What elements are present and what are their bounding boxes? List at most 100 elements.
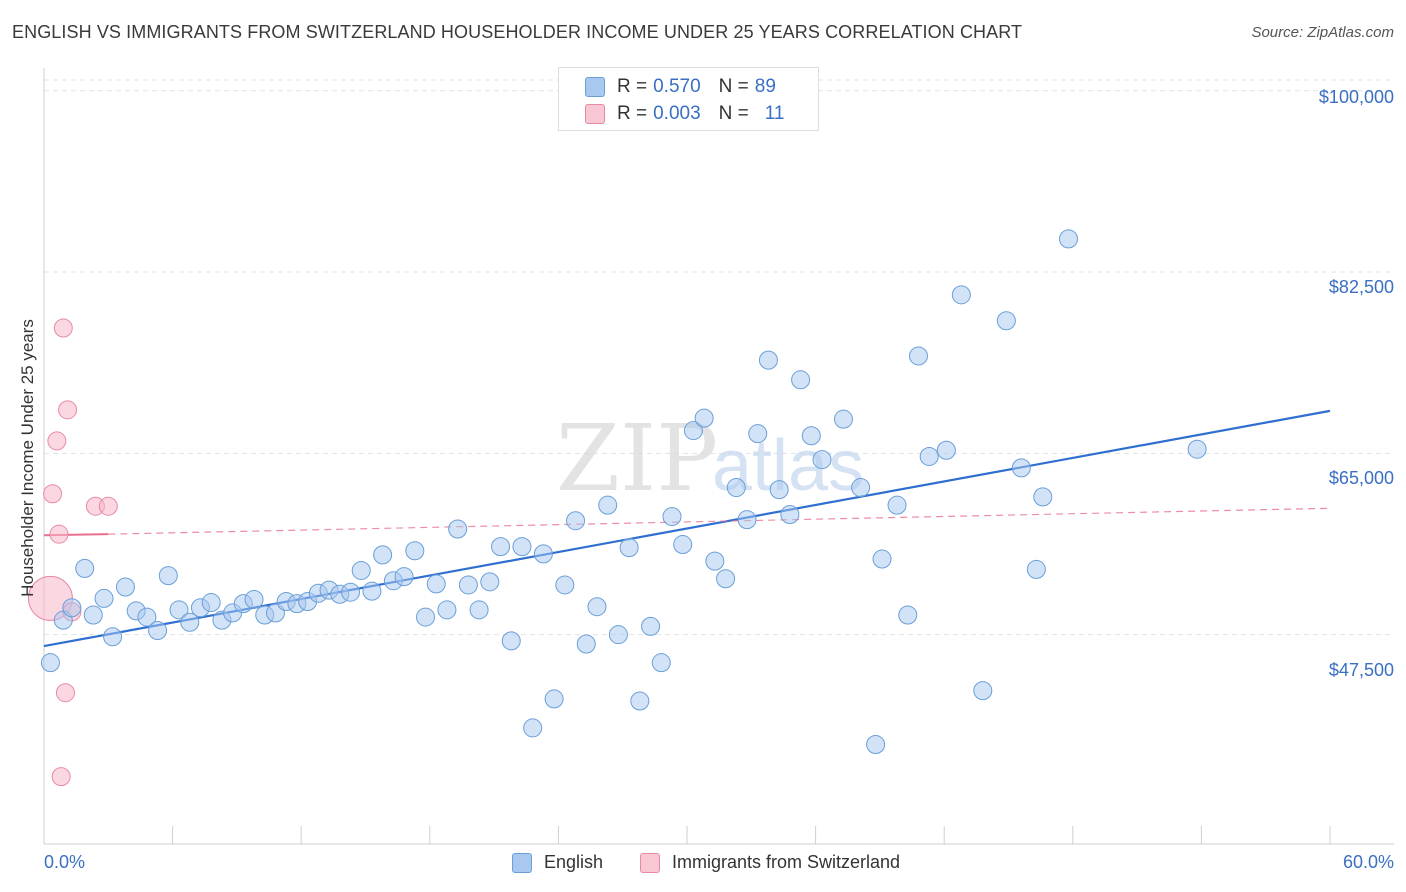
point-english	[405, 541, 425, 561]
legend-swatch-pink	[585, 104, 605, 124]
point-english	[137, 607, 157, 627]
point-english	[201, 593, 221, 613]
point-switzerland	[55, 683, 75, 703]
point-english	[801, 426, 821, 446]
point-english	[362, 581, 382, 601]
legend-row-english: R = 0.570 N = 89	[585, 75, 776, 99]
point-switzerland	[47, 431, 67, 451]
grid-lines	[44, 79, 1394, 636]
point-english	[244, 589, 264, 609]
point-english	[1059, 229, 1079, 249]
y-axis-label: Householder Income Under 25 years	[18, 319, 37, 597]
point-english	[40, 653, 60, 673]
point-english	[566, 511, 586, 531]
legend-n-label: N =	[718, 76, 749, 97]
legend-row-switzerland: R = 0.003 N = 11	[585, 102, 785, 126]
legend-label-switzerland: Immigrants from Switzerland	[672, 852, 901, 872]
point-english	[951, 285, 971, 305]
point-english	[544, 689, 564, 709]
point-english	[394, 567, 414, 587]
point-english	[812, 450, 832, 470]
point-english	[866, 735, 886, 755]
point-english	[780, 504, 800, 524]
y-tick-label: $47,500	[1328, 660, 1394, 680]
trend-line-switzerland-dashed	[108, 507, 1331, 535]
legend-r-label: R =	[617, 76, 648, 97]
y-tick-label: $82,500	[1328, 277, 1394, 297]
point-english	[351, 560, 371, 580]
x-tick-max: 60.0%	[1342, 852, 1394, 872]
point-english	[936, 440, 956, 460]
point-english	[480, 572, 500, 592]
point-english	[83, 605, 103, 625]
point-english	[501, 631, 521, 651]
point-english	[587, 597, 607, 617]
source-credit: Source: ZipAtlas.com	[1251, 24, 1394, 41]
point-english	[908, 346, 928, 366]
axes	[43, 68, 1394, 845]
point-english	[180, 612, 200, 632]
y-tick-label: $65,000	[1328, 468, 1394, 488]
point-english	[491, 537, 511, 557]
point-english	[555, 575, 575, 595]
point-english	[576, 634, 596, 654]
point-english	[437, 600, 457, 620]
point-english	[608, 625, 628, 645]
legend-swatch-blue	[585, 77, 605, 97]
point-english	[716, 569, 736, 589]
point-english	[94, 588, 114, 608]
legend-item-switzerland[interactable]: Immigrants from Switzerland	[640, 852, 900, 873]
point-english	[619, 538, 639, 558]
point-english	[641, 616, 661, 636]
point-english	[533, 544, 553, 564]
point-switzerland	[98, 496, 118, 516]
point-english	[115, 577, 135, 597]
point-english	[769, 480, 789, 500]
point-english	[426, 574, 446, 594]
point-english	[158, 566, 178, 586]
point-english	[523, 718, 543, 738]
point-english	[340, 582, 360, 602]
point-english	[683, 421, 703, 441]
point-english	[737, 510, 757, 530]
point-english	[458, 575, 478, 595]
legend-swatch-pink	[640, 852, 660, 873]
point-english	[1026, 559, 1046, 579]
legend-r-value: 0.003	[653, 103, 701, 124]
point-english	[673, 535, 693, 555]
legend-n-value: 89	[754, 76, 776, 97]
point-english	[833, 409, 853, 429]
chart-title: ENGLISH VS IMMIGRANTS FROM SWITZERLAND H…	[12, 22, 1023, 42]
point-switzerland	[43, 484, 63, 504]
legend-n-label: N =	[718, 103, 749, 124]
legend-label-english: English	[544, 852, 604, 872]
point-english	[662, 507, 682, 527]
point-english	[469, 600, 489, 620]
x-tick-min: 0.0%	[44, 852, 86, 872]
point-english	[62, 598, 82, 618]
point-switzerland	[53, 318, 73, 338]
point-english	[758, 350, 778, 370]
legend-n-value: 11	[764, 103, 785, 124]
point-english	[169, 600, 189, 620]
point-english	[1033, 487, 1053, 507]
point-english	[898, 605, 918, 625]
point-english	[1187, 439, 1207, 459]
legend-item-english[interactable]: English	[512, 852, 603, 873]
watermark-zip: ZIP	[556, 405, 718, 512]
point-english	[512, 537, 532, 557]
point-english	[748, 424, 768, 444]
point-english	[872, 549, 892, 569]
point-english	[694, 408, 714, 428]
point-english	[75, 558, 95, 578]
point-switzerland	[51, 767, 71, 787]
point-english	[630, 691, 650, 711]
point-english	[448, 519, 468, 539]
point-english	[705, 551, 725, 571]
point-english	[416, 607, 436, 627]
y-tick-label: $100,000	[1318, 87, 1394, 107]
point-english	[373, 545, 393, 565]
point-english	[598, 495, 618, 515]
point-english	[103, 627, 123, 647]
